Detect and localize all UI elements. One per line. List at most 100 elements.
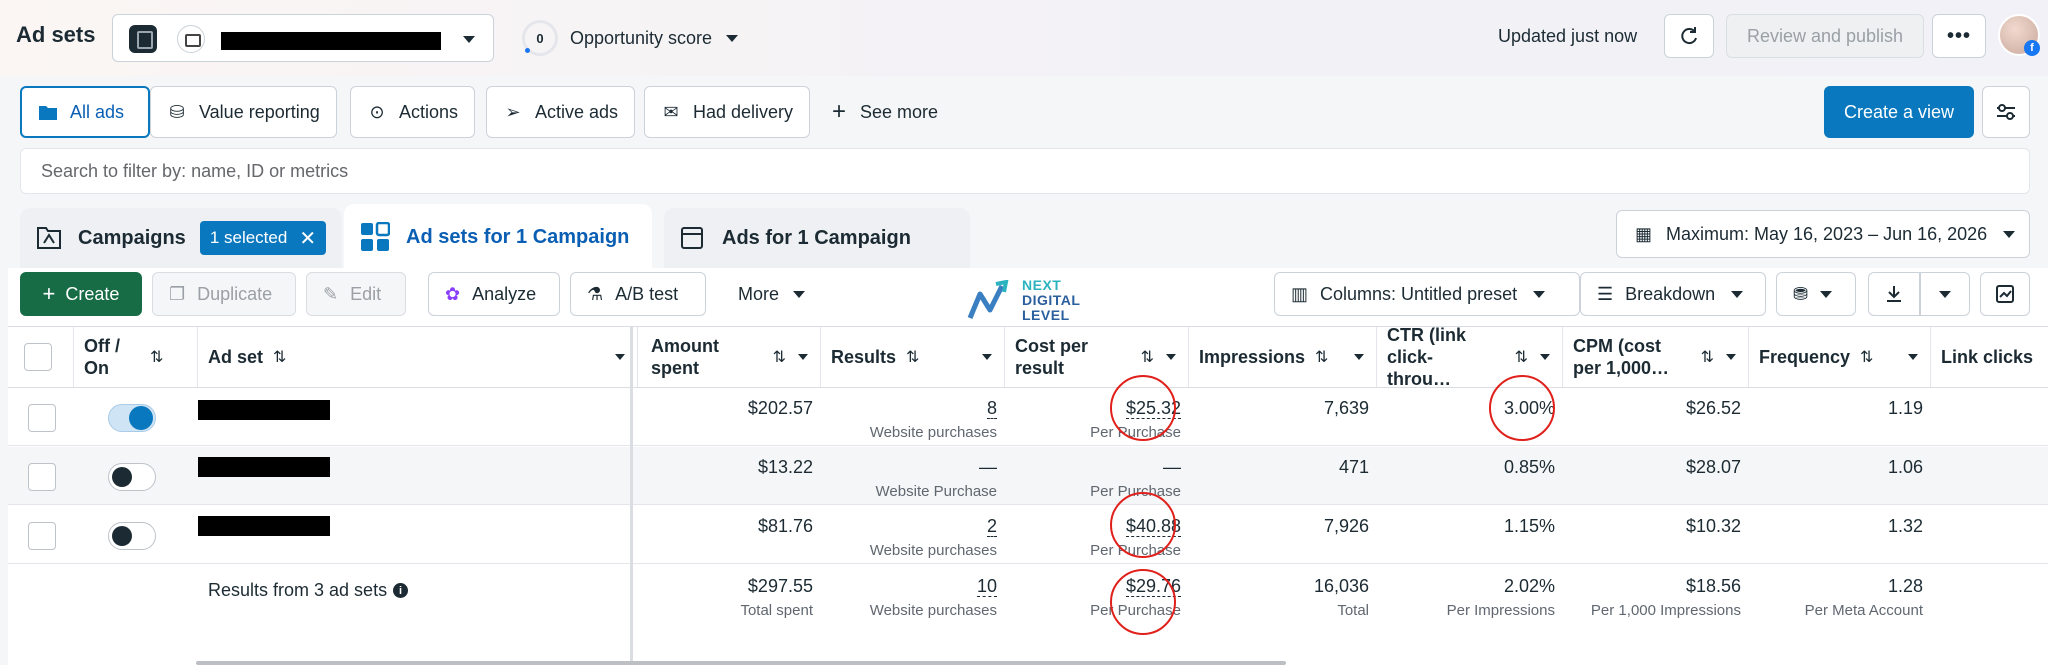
search-input[interactable]: Search to filter by: name, ID or metrics xyxy=(20,148,2030,194)
more-options-button[interactable]: ••• xyxy=(1932,14,1986,58)
results-cell: — Website Purchase xyxy=(875,457,997,500)
select-all-cell xyxy=(8,327,74,387)
logo-mark-icon xyxy=(967,280,1009,319)
view-value-reporting[interactable]: ⛁ Value reporting xyxy=(150,86,337,138)
create-button[interactable]: + Create xyxy=(20,272,142,316)
sort-icon[interactable]: ⇅ xyxy=(1140,349,1154,366)
date-range-picker[interactable]: ▦ Maximum: May 16, 2023 – Jun 16, 2026 xyxy=(1616,210,2030,258)
export-menu-button[interactable] xyxy=(1920,272,1970,316)
chevron-down-icon xyxy=(1939,290,1951,298)
chevron-down-icon[interactable] xyxy=(1166,354,1176,360)
redacted-adset-name[interactable] xyxy=(198,457,330,477)
sort-icon[interactable]: ⇅ xyxy=(1514,349,1528,366)
sort-icon[interactable]: ⇅ xyxy=(1700,349,1714,366)
horizontal-scrollbar[interactable] xyxy=(196,661,1286,665)
onoff-toggle[interactable] xyxy=(108,404,156,432)
tab-adsets[interactable]: Ad sets for 1 Campaign xyxy=(344,204,652,270)
chevron-down-icon xyxy=(463,36,475,43)
chevron-down-icon[interactable] xyxy=(1354,354,1364,360)
redacted-adset-name[interactable] xyxy=(198,516,330,536)
row-checkbox[interactable] xyxy=(28,404,56,432)
redacted-adset-name[interactable] xyxy=(198,400,330,420)
view-active-ads[interactable]: ➢ Active ads xyxy=(486,86,636,138)
edit-button[interactable]: ✎ Edit xyxy=(306,272,406,316)
row-checkbox[interactable] xyxy=(28,522,56,550)
column-header-cpr[interactable]: Cost per result ⇅ xyxy=(1005,327,1189,387)
row-checkbox[interactable] xyxy=(28,463,56,491)
tab-ads-label: Ads for 1 Campaign xyxy=(722,226,911,249)
sort-icon[interactable]: ⇅ xyxy=(273,349,287,366)
toggle-knob xyxy=(112,467,132,487)
cpm-cell: $28.07 xyxy=(1685,457,1741,477)
column-header-frequency[interactable]: Frequency ⇅ xyxy=(1749,327,1931,387)
opportunity-score-value: 0 xyxy=(522,20,558,56)
breakdown-button[interactable]: ☰ Breakdown xyxy=(1580,272,1766,316)
tab-campaigns[interactable]: Campaigns 1 selected ✕ xyxy=(20,208,342,268)
export-button[interactable] xyxy=(1868,272,1920,316)
chevron-down-icon[interactable] xyxy=(982,354,992,360)
results-cell: 2 Website purchases xyxy=(869,516,997,559)
tab-ads[interactable]: Ads for 1 Campaign xyxy=(664,208,970,268)
column-header-adset[interactable]: Ad set ⇅ xyxy=(198,327,638,387)
column-header-cpm[interactable]: CPM (cost per 1,000… ⇅ xyxy=(1563,327,1749,387)
filter-settings-button[interactable] xyxy=(1982,86,2030,138)
reports-button[interactable]: ⛃ xyxy=(1776,272,1856,316)
onoff-toggle[interactable] xyxy=(108,463,156,491)
grid-icon xyxy=(361,222,390,251)
chevron-down-icon[interactable] xyxy=(615,354,625,360)
charts-button[interactable] xyxy=(1980,272,2030,316)
sliders-icon xyxy=(1997,104,2015,120)
selected-chip[interactable]: 1 selected ✕ xyxy=(199,221,327,255)
view-all-ads[interactable]: All ads xyxy=(20,86,150,138)
facebook-icon: f xyxy=(2024,40,2040,56)
total-results-cell: 10 Website purchases xyxy=(869,576,997,619)
see-more-button[interactable]: + See more xyxy=(832,98,938,126)
ab-test-button[interactable]: ⚗ A/B test xyxy=(570,272,706,316)
sort-icon[interactable]: ⇅ xyxy=(150,349,164,366)
chevron-down-icon[interactable] xyxy=(1540,354,1550,360)
toggle-knob xyxy=(129,406,153,430)
select-all-checkbox[interactable] xyxy=(24,343,52,371)
ab-test-label: A/B test xyxy=(615,283,679,304)
campaign-flag-icon xyxy=(37,227,61,249)
breakdown-icon: ☰ xyxy=(1597,283,1614,304)
sort-icon[interactable]: ⇅ xyxy=(1860,349,1874,366)
view-label: All ads xyxy=(70,101,125,122)
table-row[interactable]: $13.22 — Website Purchase — Per Purchase 4… xyxy=(8,447,2048,505)
frozen-column-divider[interactable] xyxy=(630,326,633,665)
download-icon xyxy=(1887,286,1901,302)
opportunity-score[interactable]: 0 Opportunity score xyxy=(522,20,739,56)
column-header-onoff[interactable]: Off / On ⇅ xyxy=(74,327,198,387)
sort-icon[interactable]: ⇅ xyxy=(906,349,920,366)
view-had-delivery[interactable]: ✉ Had delivery xyxy=(644,86,811,138)
onoff-toggle[interactable] xyxy=(108,522,156,550)
chevron-down-icon[interactable] xyxy=(1908,354,1918,360)
refresh-button[interactable] xyxy=(1664,14,1714,58)
table-row[interactable]: $202.57 8 Website purchases $25.32 Per Pur… xyxy=(8,388,2048,446)
chevron-down-icon[interactable] xyxy=(798,354,808,360)
columns-button[interactable]: ▥ Columns: Untitled preset xyxy=(1274,272,1580,316)
sort-icon[interactable]: ⇅ xyxy=(772,349,786,366)
duplicate-icon: ❐ xyxy=(169,283,186,304)
column-header-ctr[interactable]: CTR (link click-throu… ⇅ xyxy=(1377,325,1563,389)
column-header-link-clicks[interactable]: Link clicks xyxy=(1941,347,2034,367)
view-label: Had delivery xyxy=(693,101,794,122)
chevron-down-icon[interactable] xyxy=(1726,354,1736,360)
table-row[interactable]: $81.76 2 Website purchases $40.88 Per Purc… xyxy=(8,506,2048,564)
sort-icon[interactable]: ⇅ xyxy=(1315,349,1329,366)
column-header-results[interactable]: Results ⇅ xyxy=(821,327,1005,387)
opportunity-score-label: Opportunity score xyxy=(570,27,713,48)
review-publish-button[interactable]: Review and publish xyxy=(1726,14,1924,58)
view-actions[interactable]: ⊙ Actions xyxy=(350,86,476,138)
analyze-button[interactable]: ✿ Analyze xyxy=(428,272,560,316)
account-selector[interactable] xyxy=(112,14,494,62)
duplicate-button[interactable]: ❐ Duplicate xyxy=(152,272,296,316)
create-view-button[interactable]: Create a view xyxy=(1824,86,1974,138)
more-menu-button[interactable]: More xyxy=(738,284,806,305)
column-header-amount[interactable]: Amount spent ⇅ xyxy=(641,327,821,387)
info-icon[interactable]: i xyxy=(393,583,409,598)
column-header-impressions[interactable]: Impressions ⇅ xyxy=(1189,327,1377,387)
refresh-icon xyxy=(1681,27,1697,45)
business-icon xyxy=(177,25,205,53)
close-icon[interactable]: ✕ xyxy=(299,227,317,250)
